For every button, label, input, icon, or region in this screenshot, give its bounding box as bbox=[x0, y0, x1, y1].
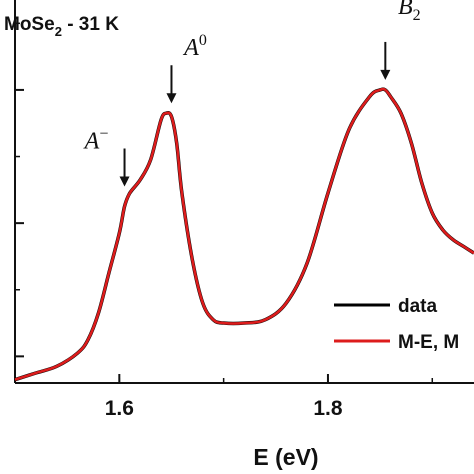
legend-label-data: data bbox=[398, 296, 438, 317]
series-line-fit bbox=[14, 87, 474, 381]
x-tick-label: 1.6 bbox=[105, 397, 134, 420]
legend-label-fit: M-E, M bbox=[398, 332, 459, 353]
peak-arrow-head bbox=[166, 93, 177, 104]
peak-arrow-head bbox=[119, 176, 130, 187]
peak-label: A− bbox=[83, 126, 109, 155]
peak-label: B2 bbox=[398, 0, 421, 24]
peak-label: A0 bbox=[182, 32, 207, 61]
legend: data M-E, M bbox=[334, 296, 459, 353]
x-tick-labels: 1.6 1.8 bbox=[105, 397, 343, 420]
x-tick-label: 1.8 bbox=[313, 397, 343, 420]
peak-arrow-head bbox=[380, 69, 391, 80]
peak-annotations: A− A0 B2 bbox=[83, 0, 421, 187]
sample-label: MoSe2 - 31 K bbox=[4, 14, 119, 39]
x-axis-title: E (eV) bbox=[253, 444, 318, 470]
series-lines bbox=[14, 87, 474, 382]
axis-ticks bbox=[14, 22, 434, 383]
